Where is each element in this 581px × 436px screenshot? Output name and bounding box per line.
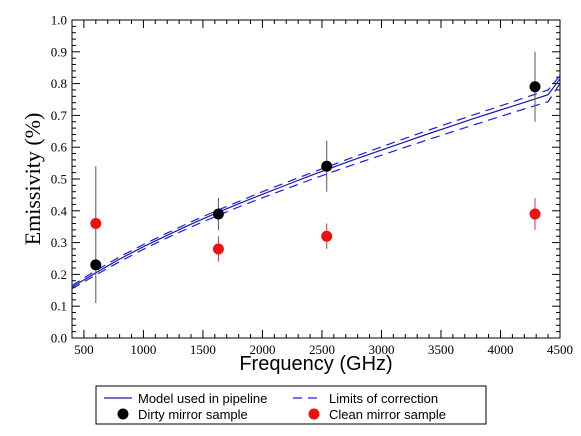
legend-label-limits: Limits of correction [329,391,438,406]
y-tick-label: 0.8 [51,76,67,91]
model-line [71,78,561,288]
y-tick-label: 0.3 [51,235,67,250]
y-tick-labels: 0.0 0.1 0.2 0.3 0.4 0.5 0.6 0.7 0.8 0.9 1.0 [51,13,68,346]
legend-box [95,385,487,425]
x-tick-label: 2500 [309,342,335,357]
legend-label-dirty: Dirty mirror sample [138,407,248,422]
axis-ticks [71,19,561,339]
data-points [90,81,541,271]
clean-mirror-point [321,230,333,242]
legend: Model used in pipeline Limits of correct… [95,385,487,425]
y-axis-title: Emissivity (%) [20,113,45,246]
dirty-mirror-point [321,160,333,172]
y-tick-label: 0.2 [51,267,67,282]
x-tick-label: 4500 [547,342,573,357]
x-tick-label: 1000 [130,342,156,357]
y-tick-label: 0.0 [51,331,67,346]
x-tick-label: 4000 [487,342,513,357]
legend-label-model: Model used in pipeline [138,391,267,406]
clean-mirror-point [90,218,102,230]
error-bars [95,51,536,304]
limit-line [71,83,561,290]
x-axis-title: Frequency (GHz) [239,353,392,375]
x-tick-label: 3500 [428,342,454,357]
legend-red-dot-icon [308,408,320,420]
plot-frame [71,19,561,339]
clean-mirror-point [529,208,541,220]
dirty-mirror-point [90,259,102,271]
clean-mirror-point [212,243,224,255]
legend-black-dot-icon [117,408,129,420]
y-tick-label: 1.0 [51,13,67,28]
x-tick-label: 500 [74,342,94,357]
y-tick-label: 0.5 [51,172,67,187]
model-lines [71,75,561,290]
y-tick-label: 0.9 [51,44,67,59]
y-tick-label: 0.1 [51,299,67,314]
dirty-mirror-point [529,81,541,93]
x-tick-label: 3000 [368,342,394,357]
dirty-mirror-point [212,208,224,220]
y-tick-label: 0.6 [51,140,68,155]
y-tick-label: 0.7 [51,108,68,123]
x-tick-label: 1500 [190,342,216,357]
limit-line [71,75,561,287]
x-tick-labels: 500 1000 1500 2000 2500 3000 3500 4000 4500 [74,342,573,357]
y-tick-label: 0.4 [51,203,68,218]
x-tick-label: 2000 [249,342,275,357]
legend-label-clean: Clean mirror sample [329,407,446,422]
